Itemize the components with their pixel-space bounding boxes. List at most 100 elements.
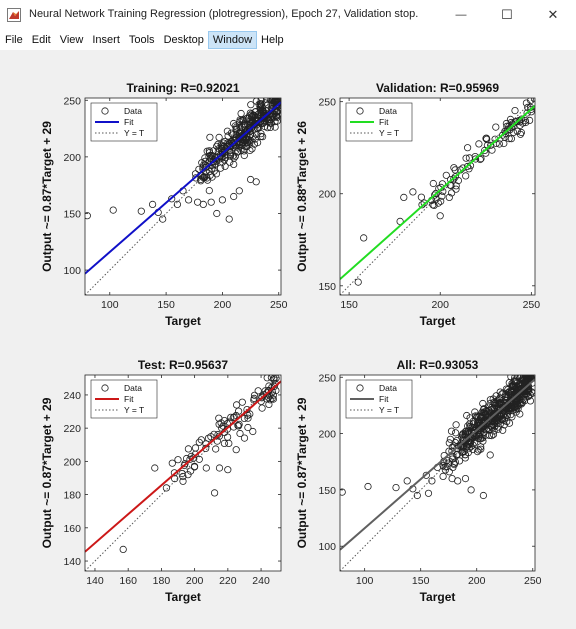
- data-point: [492, 392, 500, 400]
- matlab-figure-icon: [7, 8, 21, 22]
- y-tick-label: 150: [63, 208, 81, 220]
- data-point: [214, 140, 222, 149]
- menu-tools[interactable]: Tools: [128, 34, 155, 46]
- data-point: [240, 151, 248, 160]
- y-tick-label: 150: [318, 281, 336, 293]
- window-title: Neural Network Training Regression (plot…: [29, 8, 419, 20]
- plot-title: Training: R=0.92021: [126, 81, 239, 95]
- data-point: [477, 422, 485, 430]
- data-point: [195, 438, 203, 446]
- x-tick-label: 250: [270, 299, 288, 311]
- data-point: [254, 387, 262, 395]
- data-point: [500, 416, 508, 425]
- data-point: [495, 140, 503, 148]
- data-point: [266, 123, 274, 132]
- menu-view[interactable]: View: [59, 34, 84, 46]
- regression-plot-2: 150 200 250 150 200 250 Validation: R=0.95969 T…: [295, 81, 540, 328]
- data-point: [463, 162, 472, 171]
- data-point: [452, 421, 460, 429]
- x-axis-label: Target: [420, 590, 456, 604]
- menu-desktop[interactable]: Desktop: [163, 34, 204, 46]
- data-point: [488, 431, 496, 440]
- menu-window[interactable]: Window: [207, 31, 258, 49]
- legend-ident-label: Y = T: [124, 128, 144, 138]
- data-point: [205, 153, 213, 161]
- data-point: [447, 427, 456, 435]
- x-tick-label: 250: [523, 299, 541, 311]
- data-point: [439, 461, 447, 470]
- data-point: [249, 132, 257, 141]
- data-point: [452, 185, 460, 193]
- close-button[interactable]: ✕: [530, 0, 576, 30]
- menu-file[interactable]: File: [5, 34, 23, 46]
- data-point: [237, 127, 245, 135]
- data-point: [524, 392, 532, 401]
- data-point: [226, 142, 234, 150]
- data-point: [179, 477, 187, 485]
- data-point: [518, 379, 527, 388]
- data-point: [485, 431, 494, 439]
- data-point: [464, 440, 472, 448]
- data-point: [515, 116, 523, 125]
- data-point: [507, 135, 515, 143]
- data-point: [497, 410, 506, 419]
- data-point: [213, 209, 221, 218]
- data-point: [471, 412, 479, 420]
- legend-data-marker: [356, 107, 364, 115]
- data-point: [207, 433, 215, 441]
- data-point: [247, 101, 255, 109]
- data-point: [265, 382, 273, 390]
- maximize-button[interactable]: ☐: [484, 0, 530, 30]
- data-point: [354, 278, 362, 286]
- data-point: [220, 147, 228, 155]
- legend-fit-label: Fit: [379, 394, 389, 404]
- data-point: [174, 456, 182, 464]
- data-point: [207, 198, 215, 206]
- data-point: [473, 413, 481, 421]
- legend-ident-label: Y = T: [379, 128, 399, 138]
- data-point: [236, 118, 244, 126]
- data-point: [203, 147, 211, 155]
- data-point: [223, 127, 231, 135]
- fit-line: [85, 380, 281, 553]
- data-point: [508, 382, 516, 391]
- data-point: [486, 451, 494, 459]
- data-point: [438, 192, 446, 200]
- data-point: [190, 463, 199, 471]
- data-point: [168, 459, 176, 467]
- data-point: [509, 122, 517, 130]
- y-tick-label: 200: [318, 189, 336, 201]
- data-point: [476, 155, 484, 164]
- data-point: [501, 393, 510, 401]
- data-point: [270, 98, 278, 104]
- data-point: [179, 472, 187, 481]
- data-point: [240, 434, 249, 442]
- data-point: [498, 415, 506, 424]
- minimize-button[interactable]: —: [438, 0, 484, 30]
- menu-help[interactable]: Help: [261, 34, 284, 46]
- data-point: [456, 442, 464, 450]
- data-point: [527, 98, 535, 105]
- data-point: [480, 405, 488, 413]
- regression-figure: 100 150 200 250 100 150 200 250 Training: R=0.92…: [40, 81, 542, 604]
- data-point: [503, 126, 511, 134]
- data-point: [463, 411, 471, 420]
- legend-data-label: Data: [379, 383, 397, 393]
- menu-edit[interactable]: Edit: [31, 34, 51, 46]
- data-point: [271, 98, 279, 104]
- menu-insert[interactable]: Insert: [92, 34, 120, 46]
- data-point: [224, 466, 232, 474]
- data-point: [514, 405, 522, 413]
- data-point: [233, 148, 241, 156]
- data-point: [400, 193, 408, 201]
- data-point: [168, 195, 176, 203]
- data-point: [472, 433, 480, 441]
- data-point: [511, 106, 519, 115]
- data-point: [259, 106, 267, 114]
- data-point: [218, 196, 226, 204]
- data-point: [445, 468, 453, 476]
- data-point: [489, 430, 498, 438]
- data-layer: [85, 98, 281, 295]
- data-point: [418, 201, 426, 209]
- x-tick-label: 180: [153, 575, 171, 587]
